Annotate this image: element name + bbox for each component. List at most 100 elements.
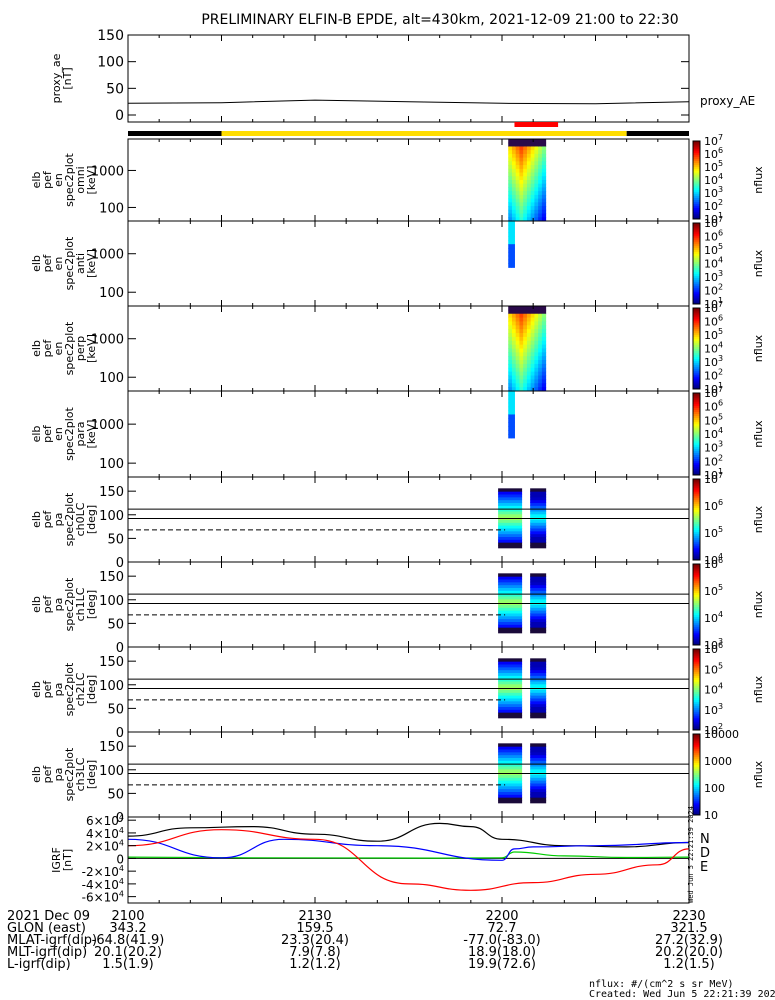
ephemeris-value: 1.2(1.5) xyxy=(663,957,715,972)
spectrogram-cell xyxy=(511,402,515,408)
spectrogram-cell xyxy=(498,496,523,501)
colorbar-cell xyxy=(693,624,700,628)
spectrogram-cell xyxy=(511,329,517,334)
spectrogram-cell xyxy=(515,356,520,361)
y-tick-label: 50 xyxy=(107,617,124,632)
spectrogram-cell xyxy=(511,251,515,257)
spectrogram-cell xyxy=(511,224,515,230)
spectrogram-cell xyxy=(534,352,539,357)
spectrogram-cell xyxy=(530,683,547,688)
spectrogram-cell xyxy=(519,168,524,174)
colorbar-cell xyxy=(693,462,700,466)
colorbar-cell xyxy=(693,806,700,810)
colorbar-cell xyxy=(693,511,700,514)
colorbar-tick-label: 104 xyxy=(704,610,723,625)
y-tick-label: 100 xyxy=(99,457,124,472)
spectrogram-cell xyxy=(530,340,535,346)
colorbar-cell xyxy=(693,636,700,640)
colorbar-cell xyxy=(693,148,700,152)
axis-label: elb xyxy=(30,596,43,613)
spectrogram-cell xyxy=(530,317,535,322)
colorbar-cell xyxy=(693,602,700,605)
spectrogram-cell xyxy=(508,198,513,203)
spectrogram-cell xyxy=(508,422,512,427)
spectrogram-cell xyxy=(530,513,547,518)
colorbar-cell xyxy=(693,446,700,449)
ylabel-9: IGRF[nT] xyxy=(50,847,74,873)
spectrogram-cell xyxy=(519,191,524,196)
axis-label: ch3LC xyxy=(74,757,87,791)
spectrogram-cell xyxy=(523,321,528,326)
colorbar-cell xyxy=(693,162,700,165)
colorbar-tick-label: 103 xyxy=(704,185,723,200)
spectrogram-cell xyxy=(511,209,517,215)
colorbar-cell xyxy=(693,675,700,678)
spectrogram-cell xyxy=(530,496,547,501)
colorbar-cell xyxy=(693,368,700,372)
spectrogram-cell xyxy=(523,213,528,218)
spectrogram-cell xyxy=(511,172,517,177)
spectrogram-cell xyxy=(511,165,517,170)
colorbar-tick-label: 103 xyxy=(704,269,723,284)
spectrogram-cell xyxy=(511,180,517,185)
spectrogram-cell xyxy=(519,213,524,218)
spectrogram-cell xyxy=(519,333,524,338)
ephemeris-value: 1.2(1.2) xyxy=(289,957,341,972)
spectrogram-cell xyxy=(538,309,543,315)
spectrogram-cell xyxy=(530,379,535,384)
colorbar-tick-label: 107 xyxy=(704,215,723,230)
colorbar-cell xyxy=(693,493,700,496)
colorbar-cell xyxy=(693,239,700,242)
spectrogram-cell xyxy=(498,624,523,628)
spectrogram-cell xyxy=(530,176,535,181)
spectrogram-cell xyxy=(515,176,520,181)
y-tick-label: 0 xyxy=(115,108,124,124)
colorbar-cell xyxy=(693,427,700,431)
spectrogram-cell xyxy=(511,348,517,353)
panel-frame xyxy=(127,476,690,563)
colorbar-6: 103 104 105 106 nflux xyxy=(692,556,765,652)
colorbar-cell xyxy=(693,384,700,388)
spectrogram-cell xyxy=(526,198,532,203)
spectrogram-cell xyxy=(508,255,512,261)
spectrogram-cell xyxy=(515,206,520,211)
colorbar-cell xyxy=(693,310,700,313)
spectrogram-cell xyxy=(508,202,513,207)
colorbar-cell xyxy=(693,723,700,727)
colorbar-tick-label: 104 xyxy=(704,682,723,697)
colorbar-cell xyxy=(693,289,700,293)
spectrogram-cell xyxy=(541,183,547,188)
spectrogram-cell xyxy=(530,187,535,192)
colorbar-tick-label: 103 xyxy=(704,440,723,455)
spectrogram-cell xyxy=(508,146,513,151)
axis-label: elb xyxy=(30,340,43,357)
spectrogram-cell xyxy=(530,746,547,750)
axis-label: pa xyxy=(52,513,65,527)
colorbar-tick-label: 106 xyxy=(704,229,723,244)
spectrogram-cell xyxy=(534,183,539,188)
spectrogram-cell xyxy=(519,183,524,188)
spectrogram-cell xyxy=(508,375,513,380)
colorbar-cell xyxy=(693,782,700,786)
colorbar-cell xyxy=(693,584,700,587)
spectrogram-cell xyxy=(498,525,523,529)
spectrogram-cell xyxy=(538,348,543,353)
colorbar-cell xyxy=(693,393,700,396)
spectrogram-cell xyxy=(523,317,528,322)
colorbar-cell xyxy=(693,798,700,802)
spectrogram-cell xyxy=(523,356,528,361)
colorbar-cell xyxy=(693,655,700,658)
spectrogram-cell xyxy=(541,340,547,346)
spectrogram-cell xyxy=(511,263,515,268)
spectrogram-cell xyxy=(519,352,524,357)
colorbar-tick-label: 107 xyxy=(704,471,723,486)
colorbar-cell xyxy=(693,701,700,705)
colorbar-cell xyxy=(693,376,700,380)
colorbar-cell xyxy=(693,320,700,323)
spectrogram-cell xyxy=(523,344,528,349)
spectrogram-cell xyxy=(498,536,523,540)
colorbar-cell xyxy=(693,180,700,183)
y-tick-label: 100 xyxy=(99,594,124,609)
spectrogram-cell xyxy=(498,675,523,679)
spectrogram-cell xyxy=(530,511,547,515)
